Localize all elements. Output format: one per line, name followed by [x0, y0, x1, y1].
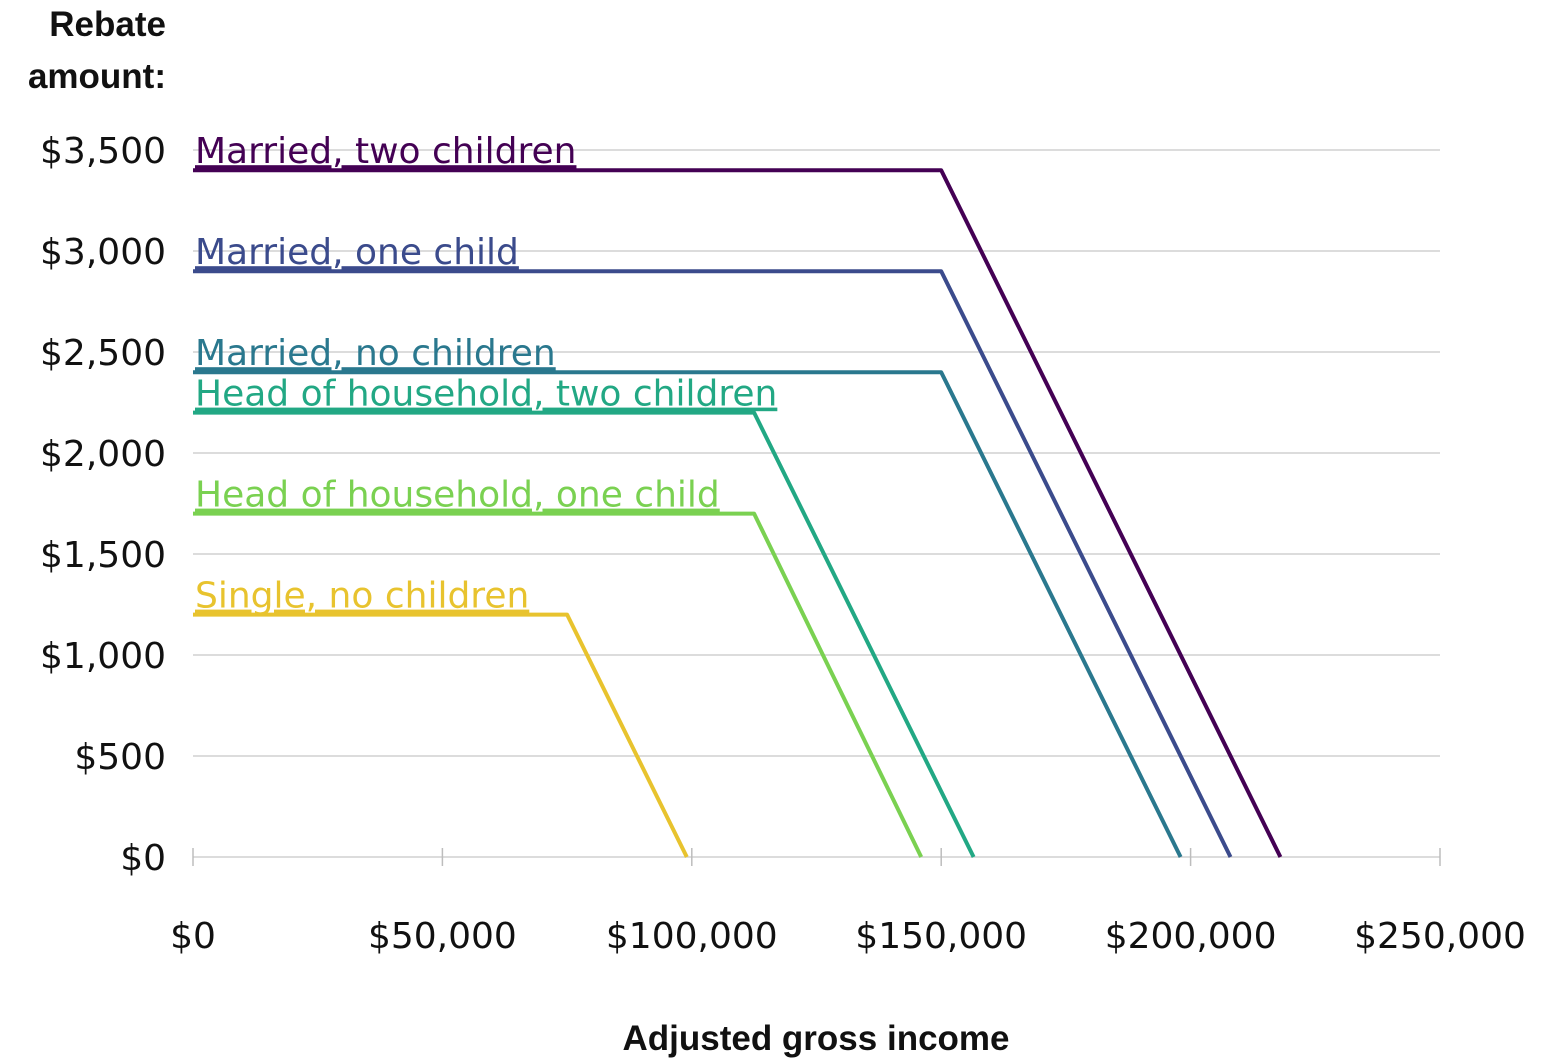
y-tick-label: $0 [120, 838, 166, 879]
series-line [193, 511, 923, 858]
x-tick-label: $100,000 [606, 916, 778, 957]
series-line [193, 168, 1283, 858]
gridlines [193, 149, 1440, 757]
x-tick-label: $250,000 [1354, 916, 1526, 957]
series-label: Married, one child [195, 232, 519, 273]
y-tick-label: $2,500 [40, 333, 166, 374]
y-tick-label: $1,000 [40, 636, 166, 677]
series-label: Head of household, one child [195, 475, 720, 516]
series-line [193, 370, 1183, 858]
y-tick-label: $1,500 [40, 535, 166, 576]
series-line [193, 612, 689, 858]
tick-labels: $0 $500 $1,000 $1,500 $2,000 $2,500 $3,000 $3,5… [40, 131, 1526, 957]
x-axis [192, 848, 1441, 866]
series-lines [193, 168, 1283, 858]
series-label: Single, no children [195, 576, 529, 617]
x-tick-label: $50,000 [368, 916, 517, 957]
y-tick-label: $500 [74, 737, 166, 778]
series-label: Head of household, two children [195, 374, 777, 415]
x-axis-title: Adjusted gross income [622, 1019, 1009, 1058]
x-tick-label: $150,000 [855, 916, 1027, 957]
y-tick-label: $3,000 [40, 232, 166, 273]
y-tick-label: $3,500 [40, 131, 166, 172]
x-tick-label: $0 [170, 916, 216, 957]
series-line [193, 410, 976, 858]
y-tick-label: $2,000 [40, 434, 166, 475]
y-axis-title-line2: amount: [28, 57, 166, 96]
x-tick-label: $200,000 [1105, 916, 1277, 957]
series-line [193, 269, 1233, 858]
series-label: Married, two children [195, 131, 576, 172]
y-axis-title-line1: Rebate [49, 5, 166, 44]
series-label: Married, no children [195, 333, 556, 374]
